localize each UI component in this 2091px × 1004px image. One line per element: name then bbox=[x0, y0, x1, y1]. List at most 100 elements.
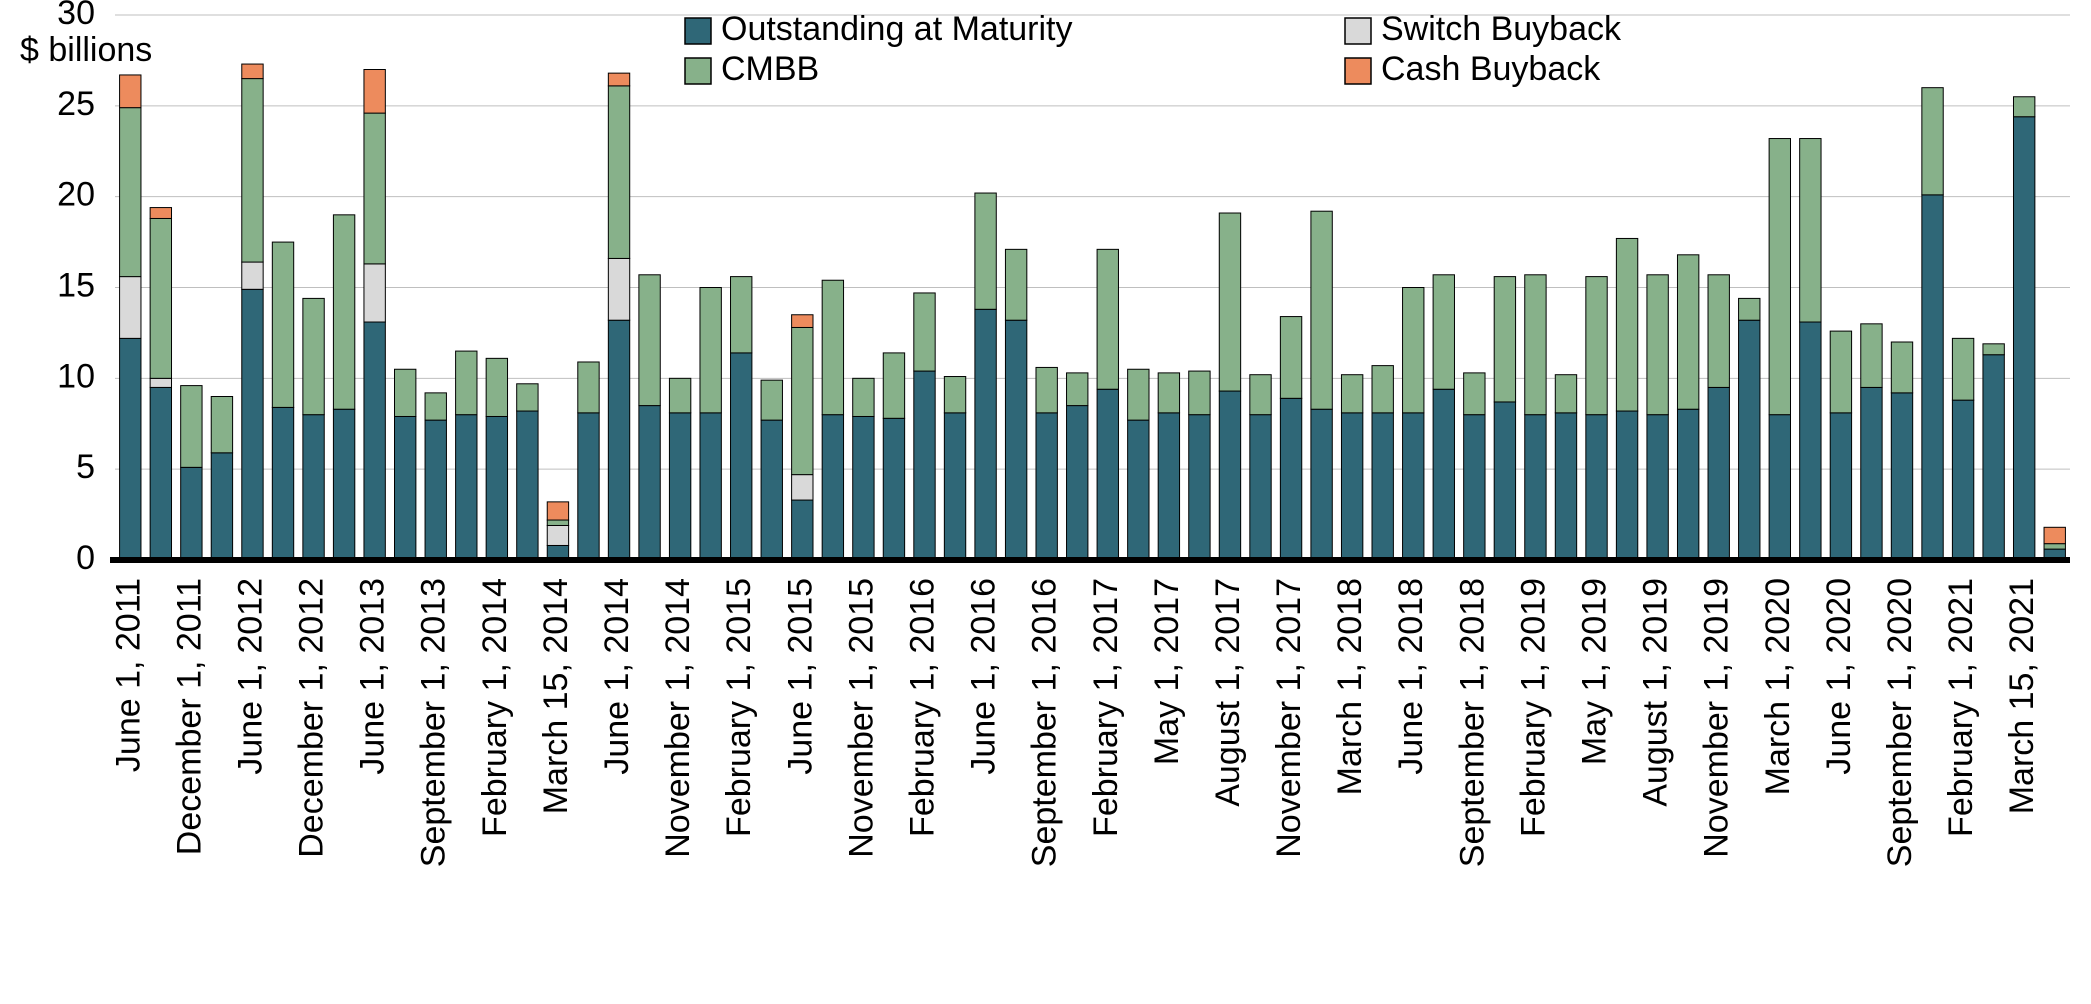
x-tick-label: November 1, 2014 bbox=[659, 578, 697, 858]
bar-segment-outstanding bbox=[242, 289, 263, 560]
bar-segment-outstanding bbox=[853, 416, 874, 560]
x-tick-label: March 1, 2020 bbox=[1759, 578, 1797, 795]
x-tick-label: June 1, 2020 bbox=[1820, 578, 1858, 775]
bar-segment-cmbb bbox=[303, 298, 324, 414]
bar-segment-cmbb bbox=[1800, 139, 1821, 322]
bar-segment-cmbb bbox=[2013, 97, 2034, 117]
bar-segment-outstanding bbox=[1219, 391, 1240, 560]
bar-segment-cmbb bbox=[1067, 373, 1088, 406]
bar-segment-outstanding bbox=[1739, 320, 1760, 560]
bar-segment-cmbb bbox=[1830, 331, 1851, 413]
bar-segment-cmbb bbox=[944, 377, 965, 413]
bar-segment-cash bbox=[120, 75, 141, 108]
bar-segment-switch bbox=[120, 277, 141, 339]
bar-segment-cmbb bbox=[425, 393, 446, 420]
bar-segment-cash bbox=[2044, 527, 2065, 543]
bar-segment-cash bbox=[547, 502, 568, 520]
bar-segment-outstanding bbox=[1891, 393, 1912, 560]
bar-segment-outstanding bbox=[333, 409, 354, 560]
bar-segment-outstanding bbox=[1555, 413, 1576, 560]
x-tick-label: June 1, 2015 bbox=[781, 578, 819, 775]
bar-segment-cmbb bbox=[731, 277, 752, 353]
bar-segment-cmbb bbox=[1097, 249, 1118, 389]
bar-segment-outstanding bbox=[486, 416, 507, 560]
x-tick-label: February 1, 2021 bbox=[1942, 578, 1980, 837]
bar-segment-cmbb bbox=[1769, 139, 1790, 415]
bar-segment-outstanding bbox=[883, 418, 904, 560]
bar-segment-cmbb bbox=[1494, 277, 1515, 402]
bar-segment-cmbb bbox=[1372, 366, 1393, 413]
bar-segment-cmbb bbox=[1219, 213, 1240, 391]
bar-segment-cmbb bbox=[272, 242, 293, 407]
bar-segment-cmbb bbox=[914, 293, 935, 371]
legend-label-outstanding: Outstanding at Maturity bbox=[721, 10, 1073, 48]
bar-segment-switch bbox=[792, 475, 813, 500]
bar-segment-outstanding bbox=[1005, 320, 1026, 560]
y-tick-label: 25 bbox=[57, 85, 95, 123]
bar-segment-cmbb bbox=[1647, 275, 1668, 415]
bar-segment-outstanding bbox=[517, 411, 538, 560]
bar-segment-outstanding bbox=[669, 413, 690, 560]
bar-segment-cmbb bbox=[1739, 298, 1760, 320]
bar-segment-outstanding bbox=[1769, 415, 1790, 560]
x-tick-label: September 1, 2013 bbox=[415, 578, 453, 867]
bar-segment-outstanding bbox=[2013, 117, 2034, 560]
bar-segment-cmbb bbox=[608, 86, 629, 259]
bar-segment-cmbb bbox=[1250, 375, 1271, 415]
x-tick-label: November 1, 2019 bbox=[1698, 578, 1736, 858]
bar-segment-cmbb bbox=[150, 218, 171, 378]
bar-segment-outstanding bbox=[1677, 409, 1698, 560]
bar-segment-cmbb bbox=[120, 108, 141, 277]
bar-segment-outstanding bbox=[272, 407, 293, 560]
x-tick-label: February 1, 2019 bbox=[1514, 578, 1552, 837]
x-tick-label: May 1, 2017 bbox=[1148, 578, 1186, 765]
bar-segment-cmbb bbox=[1922, 88, 1943, 195]
bar-segment-cmbb bbox=[1708, 275, 1729, 388]
y-tick-label: 5 bbox=[76, 448, 95, 486]
bar-segment-cmbb bbox=[1189, 371, 1210, 415]
bar-segment-switch bbox=[242, 262, 263, 289]
bar-segment-cmbb bbox=[1891, 342, 1912, 393]
bar-segment-cash bbox=[150, 208, 171, 219]
x-tick-label: June 1, 2016 bbox=[965, 578, 1003, 775]
bar-segment-cmbb bbox=[1464, 373, 1485, 415]
bar-segment-outstanding bbox=[1861, 387, 1882, 560]
bar-segment-outstanding bbox=[150, 387, 171, 560]
bar-segment-cmbb bbox=[639, 275, 660, 406]
stacked-bar-chart: 051015202530$ billionsJune 1, 2011Decemb… bbox=[0, 0, 2091, 1004]
bar-segment-cmbb bbox=[486, 358, 507, 416]
bar-segment-cmbb bbox=[517, 384, 538, 411]
bar-segment-cmbb bbox=[1005, 249, 1026, 320]
bar-segment-cmbb bbox=[1311, 211, 1332, 409]
bar-segment-outstanding bbox=[731, 353, 752, 560]
legend-label-cash: Cash Buyback bbox=[1381, 50, 1601, 88]
x-tick-label: March 1, 2018 bbox=[1331, 578, 1369, 795]
bar-segment-outstanding bbox=[1952, 400, 1973, 560]
x-tick-label: June 1, 2012 bbox=[231, 578, 269, 775]
bar-segment-cmbb bbox=[456, 351, 477, 415]
legend-swatch-cmbb bbox=[685, 58, 711, 84]
bar-segment-outstanding bbox=[1800, 322, 1821, 560]
bar-segment-outstanding bbox=[1403, 413, 1424, 560]
x-tick-label: August 1, 2019 bbox=[1637, 578, 1675, 807]
x-tick-label: November 1, 2017 bbox=[1270, 578, 1308, 858]
bar-segment-cmbb bbox=[1555, 375, 1576, 413]
x-tick-label: December 1, 2011 bbox=[170, 578, 208, 855]
bar-segment-cmbb bbox=[364, 113, 385, 264]
bar-segment-cmbb bbox=[211, 397, 232, 453]
y-axis-title: $ billions bbox=[20, 31, 152, 69]
bar-segment-outstanding bbox=[1464, 415, 1485, 560]
bar-segment-cmbb bbox=[1036, 367, 1057, 412]
x-tick-label: September 1, 2018 bbox=[1453, 578, 1491, 867]
bar-segment-outstanding bbox=[1372, 413, 1393, 560]
bar-segment-outstanding bbox=[1647, 415, 1668, 560]
bar-segment-outstanding bbox=[303, 415, 324, 560]
bar-segment-outstanding bbox=[1830, 413, 1851, 560]
bar-segment-cash bbox=[792, 315, 813, 328]
bar-segment-cmbb bbox=[1616, 238, 1637, 411]
bar-segment-cmbb bbox=[1983, 344, 2004, 355]
x-tick-label: March 15, 2021 bbox=[2003, 578, 2041, 814]
x-tick-label: September 1, 2020 bbox=[1881, 578, 1919, 867]
bar-segment-cmbb bbox=[822, 280, 843, 414]
bar-segment-switch bbox=[547, 525, 568, 545]
